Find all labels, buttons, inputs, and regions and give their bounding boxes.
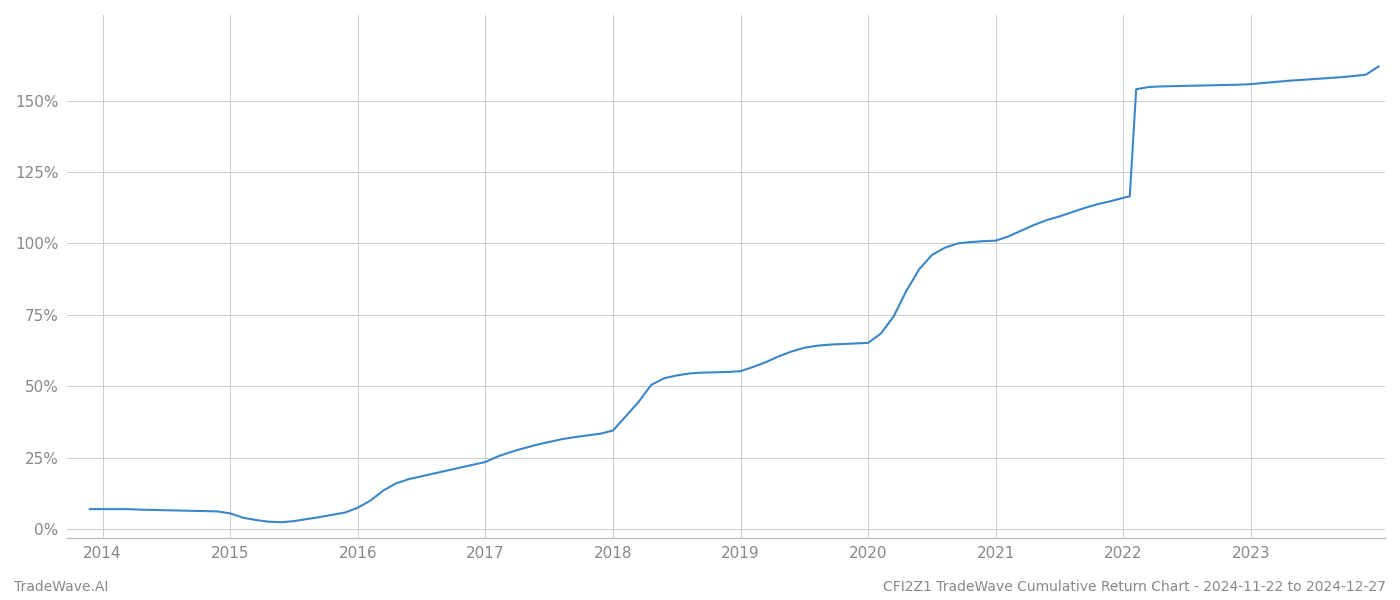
Text: TradeWave.AI: TradeWave.AI: [14, 580, 108, 594]
Text: CFI2Z1 TradeWave Cumulative Return Chart - 2024-11-22 to 2024-12-27: CFI2Z1 TradeWave Cumulative Return Chart…: [883, 580, 1386, 594]
